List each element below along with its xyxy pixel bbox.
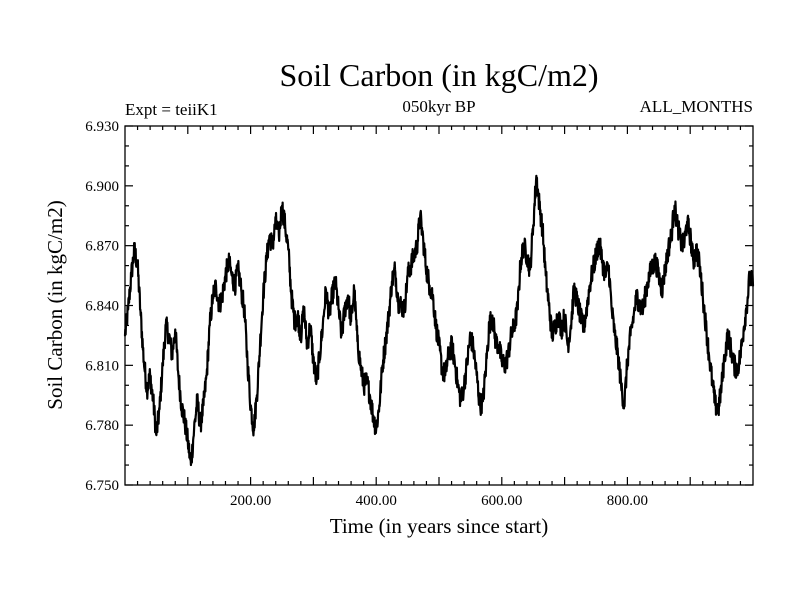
x-tick-label: 600.00 bbox=[481, 493, 522, 509]
y-axis-label: Soil Carbon (in kgC/m2) bbox=[43, 200, 67, 409]
x-tick-label: 800.00 bbox=[607, 493, 648, 509]
y-tick-label: 6.840 bbox=[85, 299, 119, 315]
chart-right-label: ALL_MONTHS bbox=[640, 97, 753, 116]
y-tick-label: 6.750 bbox=[85, 478, 119, 494]
plot-area-frame bbox=[124, 125, 754, 486]
x-tick-label: 200.00 bbox=[230, 493, 271, 509]
x-tick-label: 400.00 bbox=[356, 493, 397, 509]
x-axis-label: Time (in years since start) bbox=[330, 514, 549, 538]
y-tick-label: 6.810 bbox=[85, 358, 119, 374]
axis-tick-labels: 6.750 6.780 6.810 6.840 6.870 6.900 6.930 200.0… bbox=[85, 119, 648, 509]
chart-title: Soil Carbon (in kgC/m2) bbox=[279, 57, 598, 93]
y-tick-label: 6.780 bbox=[85, 418, 119, 434]
y-tick-label: 6.930 bbox=[85, 119, 119, 135]
y-tick-label: 6.900 bbox=[85, 179, 119, 195]
y-tick-label: 6.870 bbox=[85, 239, 119, 255]
series-line bbox=[123, 174, 755, 467]
chart-left-label: Expt = teiiK1 bbox=[125, 100, 218, 119]
chart-subtitle: 050kyr BP bbox=[402, 97, 475, 116]
